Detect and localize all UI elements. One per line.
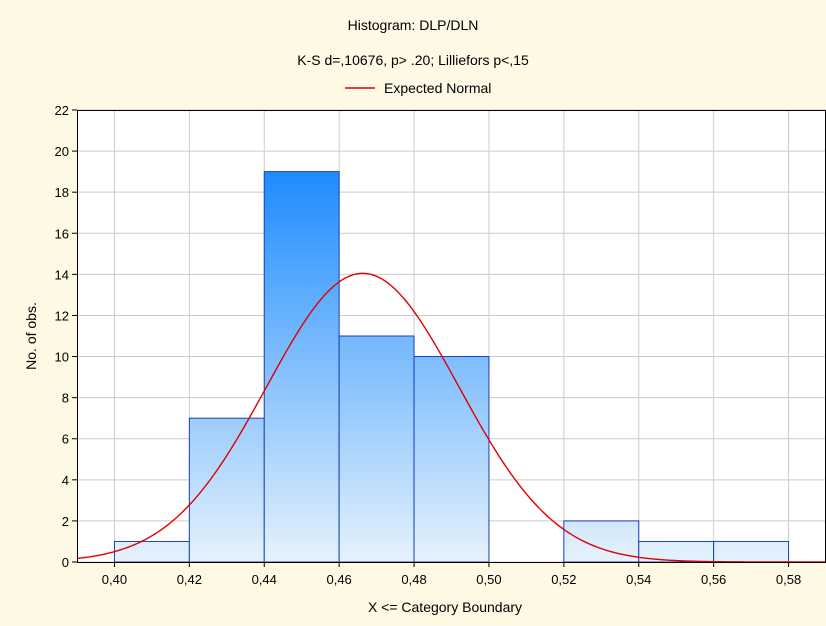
x-tick-label: 0,44 (252, 572, 277, 587)
x-axis-label: X <= Category Boundary (368, 599, 522, 615)
histogram-bar (413, 356, 490, 563)
x-tick-label: 0,40 (102, 572, 127, 587)
histogram-bars (113, 171, 790, 563)
y-tick-label: 18 (55, 185, 69, 200)
y-tick-label: 20 (55, 144, 69, 159)
y-tick-label: 4 (62, 473, 69, 488)
y-tick-label: 12 (55, 308, 69, 323)
x-tick-label: 0,58 (776, 572, 801, 587)
x-tick-label: 0,50 (476, 572, 501, 587)
y-axis-label: No. of obs. (23, 302, 39, 370)
x-tick-label: 0,46 (326, 572, 351, 587)
histogram-bar (338, 335, 415, 563)
legend-label: Expected Normal (384, 80, 491, 96)
x-axis-ticks: 0,40 0,42 0,44 0,46 0,48 0,50 0,52 0,54 0,56 0,58 (102, 562, 801, 587)
histogram-bar (263, 171, 340, 563)
histogram-bar (713, 540, 790, 563)
y-axis-ticks: 0 2 4 6 8 10 12 14 16 18 20 22 (55, 103, 77, 570)
expected-normal-curve (77, 272, 826, 562)
y-tick-label: 10 (55, 350, 69, 365)
y-tick-label: 14 (55, 267, 69, 282)
x-tick-label: 0,56 (701, 572, 726, 587)
histogram-bar (188, 417, 265, 563)
chart-subtitle: K-S d=,10676, p> .20; Lilliefors p<,15 (297, 52, 529, 68)
x-tick-label: 0,48 (401, 572, 426, 587)
x-tick-label: 0,52 (551, 572, 576, 587)
x-tick-label: 0,42 (177, 572, 202, 587)
histogram-bar (113, 540, 190, 563)
y-tick-label: 2 (62, 514, 69, 529)
y-tick-label: 0 (62, 555, 69, 570)
y-tick-label: 22 (55, 103, 69, 118)
y-tick-label: 16 (55, 226, 69, 241)
x-tick-label: 0,54 (626, 572, 651, 587)
chart-title: Histogram: DLP/DLN (348, 17, 479, 33)
y-tick-label: 8 (62, 391, 69, 406)
y-tick-label: 6 (62, 432, 69, 447)
